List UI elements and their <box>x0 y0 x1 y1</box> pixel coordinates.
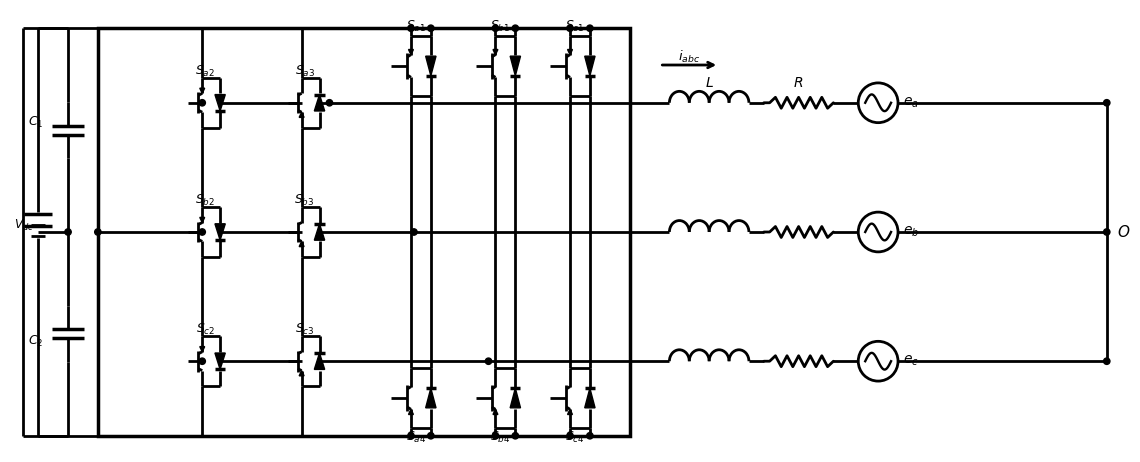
Circle shape <box>326 100 333 106</box>
Polygon shape <box>299 242 304 247</box>
Circle shape <box>567 432 573 439</box>
Polygon shape <box>425 56 435 76</box>
Circle shape <box>587 25 593 31</box>
Text: $S_{c4}$: $S_{c4}$ <box>565 430 585 445</box>
Circle shape <box>408 25 414 31</box>
Text: $e_b$: $e_b$ <box>903 225 919 239</box>
Text: $V_{dc}$: $V_{dc}$ <box>14 218 33 232</box>
Circle shape <box>95 229 101 235</box>
Circle shape <box>512 432 519 439</box>
Circle shape <box>492 25 498 31</box>
Text: $S_{b2}$: $S_{b2}$ <box>195 193 215 208</box>
Text: $S_{c2}$: $S_{c2}$ <box>196 322 214 337</box>
Circle shape <box>567 25 573 31</box>
Circle shape <box>410 229 417 235</box>
Circle shape <box>1104 358 1110 365</box>
Polygon shape <box>492 409 498 414</box>
Text: $S_{b3}$: $S_{b3}$ <box>294 193 315 208</box>
Polygon shape <box>299 112 304 117</box>
Circle shape <box>1104 100 1110 106</box>
Text: $S_{b1}$: $S_{b1}$ <box>490 18 511 34</box>
Polygon shape <box>215 95 226 111</box>
Polygon shape <box>585 388 595 408</box>
Polygon shape <box>200 88 205 93</box>
Polygon shape <box>315 224 325 240</box>
Bar <box>98 28 629 436</box>
Text: $S_{a2}$: $S_{a2}$ <box>195 63 215 79</box>
Text: $S_{b4}$: $S_{b4}$ <box>490 430 511 445</box>
Circle shape <box>408 432 414 439</box>
Circle shape <box>512 25 519 31</box>
Polygon shape <box>492 49 498 55</box>
Text: $S_{c1}$: $S_{c1}$ <box>565 18 585 34</box>
Polygon shape <box>511 388 521 408</box>
Circle shape <box>428 25 434 31</box>
Circle shape <box>492 432 498 439</box>
Circle shape <box>1104 229 1110 235</box>
Polygon shape <box>215 353 226 370</box>
Polygon shape <box>315 95 325 111</box>
Polygon shape <box>568 49 572 55</box>
Polygon shape <box>299 371 304 376</box>
Circle shape <box>200 358 205 365</box>
Text: $C_1$: $C_1$ <box>27 115 43 130</box>
Polygon shape <box>408 409 414 414</box>
Text: $R$: $R$ <box>793 76 804 90</box>
Text: $S_{c3}$: $S_{c3}$ <box>295 322 315 337</box>
Polygon shape <box>200 346 205 352</box>
Polygon shape <box>200 218 205 223</box>
Circle shape <box>587 432 593 439</box>
Text: $i_{abc}$: $i_{abc}$ <box>678 49 700 65</box>
Text: $O$: $O$ <box>1117 224 1130 240</box>
Polygon shape <box>315 353 325 370</box>
Text: $L$: $L$ <box>705 76 714 90</box>
Text: $C_2$: $C_2$ <box>27 334 43 349</box>
Text: $S_{a1}$: $S_{a1}$ <box>406 18 426 34</box>
Polygon shape <box>585 56 595 76</box>
Circle shape <box>486 358 491 365</box>
Polygon shape <box>425 388 435 408</box>
Circle shape <box>200 100 205 106</box>
Text: $e_c$: $e_c$ <box>903 354 919 368</box>
Circle shape <box>428 432 434 439</box>
Circle shape <box>200 229 205 235</box>
Text: $S_{a3}$: $S_{a3}$ <box>294 63 315 79</box>
Polygon shape <box>568 409 572 414</box>
Circle shape <box>65 229 71 235</box>
Polygon shape <box>215 224 226 240</box>
Text: $S_{a4}$: $S_{a4}$ <box>406 430 426 445</box>
Text: $e_a$: $e_a$ <box>903 96 919 110</box>
Polygon shape <box>408 49 414 55</box>
Polygon shape <box>511 56 521 76</box>
